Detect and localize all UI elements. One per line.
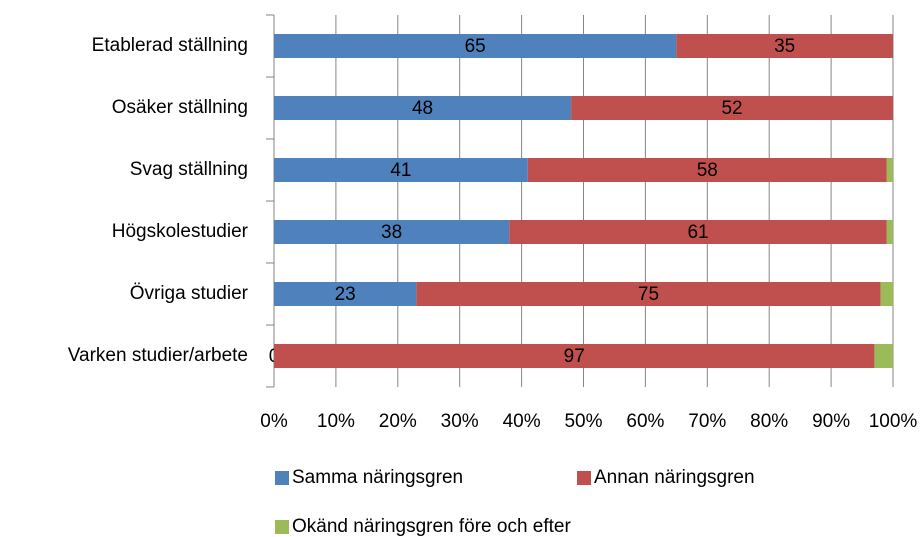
bar-segment <box>509 220 887 244</box>
bar-segment <box>274 220 510 244</box>
y-tick-label: Svag ställning <box>130 159 248 180</box>
x-tick-label: 60% <box>626 411 664 432</box>
x-tick-label: 10% <box>317 411 355 432</box>
bar-segment <box>274 96 572 120</box>
x-tick-label: 30% <box>441 411 479 432</box>
legend-label: Annan näringsgren <box>594 467 755 488</box>
x-tick-label: 100% <box>869 411 918 432</box>
data-label: 52 <box>721 98 742 119</box>
y-tick-label: Osäker ställning <box>112 97 248 118</box>
bar-segment <box>886 158 893 182</box>
bar-segment <box>874 344 893 368</box>
legend-label: Okänd näringsgren före och efter <box>292 516 572 537</box>
bar-segment <box>527 158 887 182</box>
data-label: 35 <box>774 36 795 57</box>
bar-segment <box>274 344 875 368</box>
x-tick-label: 50% <box>564 411 602 432</box>
bar-segment <box>274 282 417 306</box>
x-tick-label: 90% <box>812 411 850 432</box>
x-tick-label: 70% <box>688 411 726 432</box>
bar-segment <box>676 34 893 58</box>
bar-segment <box>416 282 881 306</box>
y-tick-label: Övriga studier <box>130 283 249 304</box>
bar-segment <box>274 158 528 182</box>
bar-segment <box>880 282 893 306</box>
y-tick-label: Högskolestudier <box>112 221 249 242</box>
bar-segment <box>886 220 893 244</box>
legend-swatch <box>577 471 591 485</box>
data-label: 75 <box>638 284 659 305</box>
bar-segment <box>274 34 677 58</box>
data-label: 48 <box>412 98 433 119</box>
data-label: 97 <box>564 346 585 367</box>
data-label: 41 <box>390 160 411 181</box>
legend-swatch <box>275 520 289 534</box>
x-tick-label: 40% <box>503 411 541 432</box>
x-tick-label: 80% <box>750 411 788 432</box>
data-label: 38 <box>381 222 402 243</box>
data-label: 61 <box>687 222 708 243</box>
y-tick-label: Varken studier/arbete <box>68 345 248 366</box>
legend-label: Samma näringsgren <box>292 467 463 488</box>
x-tick-label: 0% <box>260 411 288 432</box>
x-tick-label: 20% <box>379 411 417 432</box>
bar-segment <box>571 96 893 120</box>
data-label: 58 <box>697 160 718 181</box>
legend-swatch <box>275 471 289 485</box>
y-tick-label: Etablerad ställning <box>92 35 248 56</box>
data-label: 23 <box>335 284 356 305</box>
data-label: 65 <box>465 36 486 57</box>
